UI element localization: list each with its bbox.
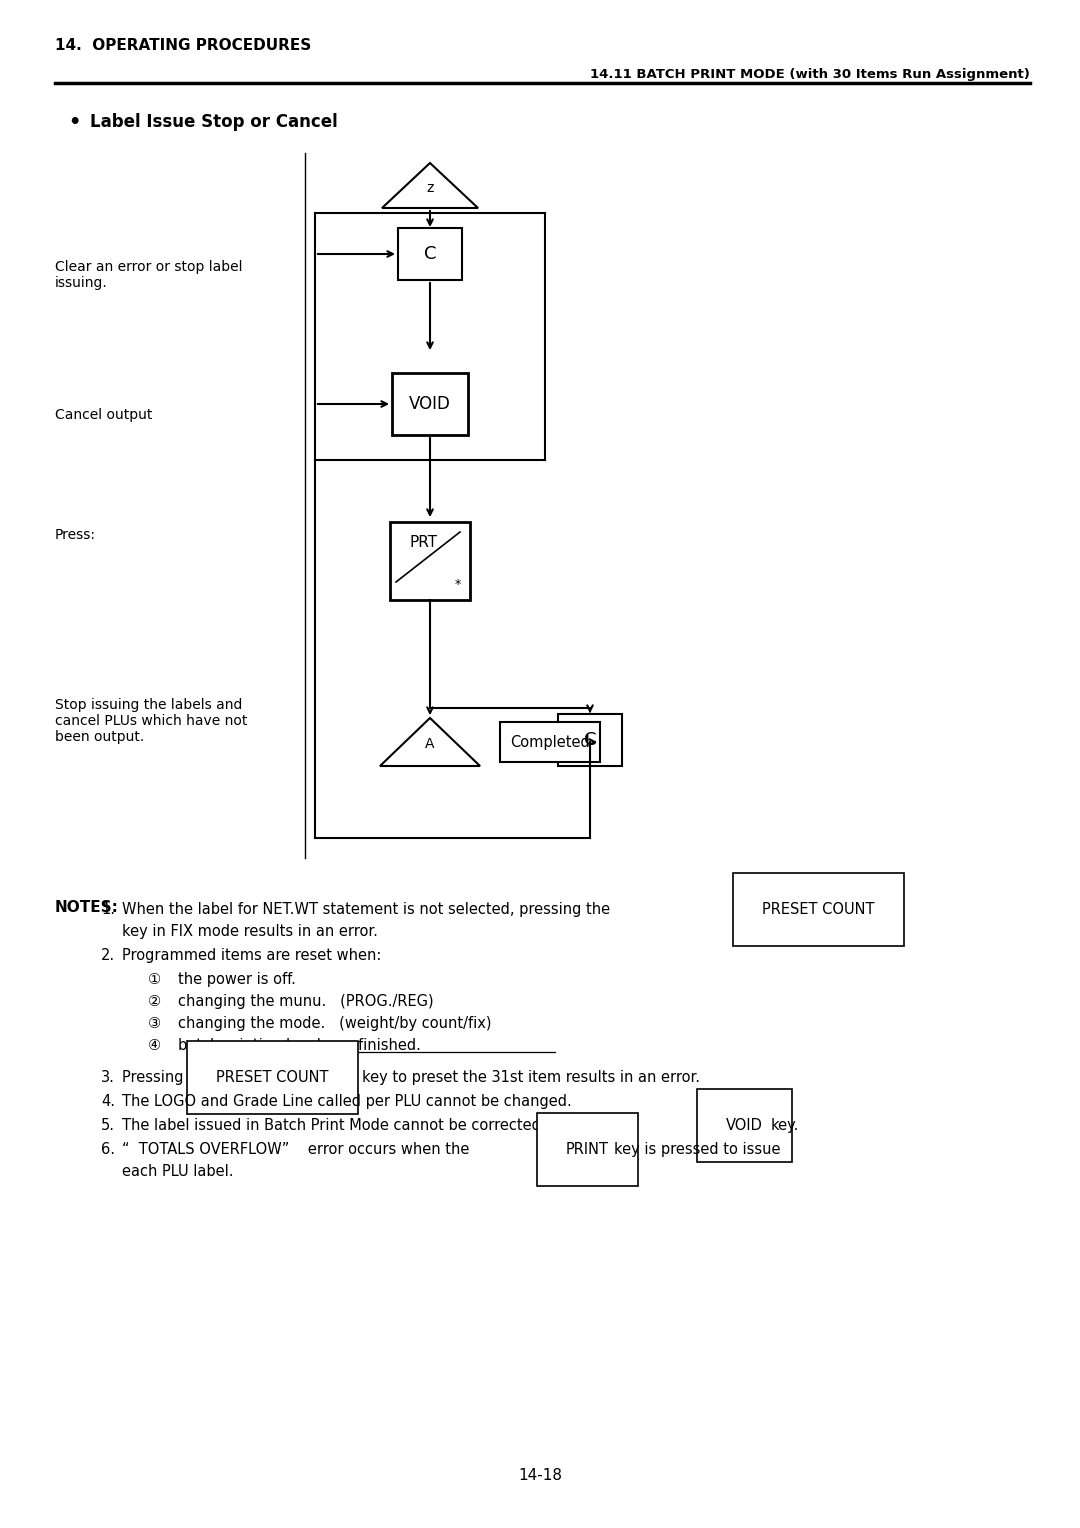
Text: A: A [426, 736, 435, 750]
Text: 2.: 2. [102, 947, 116, 963]
Text: 4.: 4. [102, 1094, 114, 1109]
Text: 14-18: 14-18 [518, 1468, 562, 1484]
Text: Pressing the: Pressing the [122, 1070, 213, 1085]
Text: key in FIX mode results in an error.: key in FIX mode results in an error. [122, 924, 378, 940]
Text: PRESET COUNT: PRESET COUNT [216, 1070, 328, 1085]
Text: When the label for NET.WT statement is not selected, pressing the: When the label for NET.WT statement is n… [122, 902, 610, 917]
Text: key to preset the 31st item results in an error.: key to preset the 31st item results in a… [362, 1070, 700, 1085]
Text: VOID: VOID [726, 1118, 762, 1132]
Text: ④: ④ [148, 1038, 161, 1053]
Text: key is pressed to issue: key is pressed to issue [615, 1141, 781, 1157]
Text: The LOGO and Grade Line called per PLU cannot be changed.: The LOGO and Grade Line called per PLU c… [122, 1094, 571, 1109]
Text: z: z [427, 180, 434, 194]
Text: VOID: VOID [409, 396, 451, 413]
Text: Programmed items are reset when:: Programmed items are reset when: [122, 947, 381, 963]
Text: NOTES:: NOTES: [55, 900, 119, 915]
Text: C: C [584, 730, 596, 749]
Text: Cancel output: Cancel output [55, 408, 152, 422]
FancyBboxPatch shape [500, 723, 600, 762]
Text: 14.11 BATCH PRINT MODE (with 30 Items Run Assignment): 14.11 BATCH PRINT MODE (with 30 Items Ru… [590, 69, 1030, 81]
Text: 14.  OPERATING PROCEDURES: 14. OPERATING PROCEDURES [55, 38, 311, 53]
FancyBboxPatch shape [392, 373, 468, 435]
Text: *: * [455, 578, 461, 590]
Text: PRINT: PRINT [566, 1141, 609, 1157]
Text: “  TOTALS OVERFLOW”    error occurs when the: “ TOTALS OVERFLOW” error occurs when the [122, 1141, 470, 1157]
Text: key.: key. [771, 1118, 799, 1132]
Text: ①: ① [148, 972, 161, 987]
Text: Press:: Press: [55, 529, 96, 542]
Text: the power is off.: the power is off. [178, 972, 296, 987]
Text: 3.: 3. [102, 1070, 114, 1085]
Text: ②: ② [148, 995, 161, 1008]
Text: Completed: Completed [510, 735, 590, 750]
Text: changing the munu.   (PROG./REG): changing the munu. (PROG./REG) [178, 995, 434, 1008]
Text: The label issued in Batch Print Mode cannot be corrected using the: The label issued in Batch Print Mode can… [122, 1118, 615, 1132]
Text: 5.: 5. [102, 1118, 114, 1132]
Text: 6.: 6. [102, 1141, 114, 1157]
Text: batch printing has been finished.: batch printing has been finished. [178, 1038, 421, 1053]
Text: PRESET COUNT: PRESET COUNT [762, 902, 875, 917]
Text: changing the mode.   (weight/by count/fix): changing the mode. (weight/by count/fix) [178, 1016, 491, 1031]
Text: PRT: PRT [410, 535, 438, 550]
Text: ③: ③ [148, 1016, 161, 1031]
Text: C: C [423, 244, 436, 263]
Text: Stop issuing the labels and
cancel PLUs which have not
been output.: Stop issuing the labels and cancel PLUs … [55, 698, 247, 744]
Text: Clear an error or stop label
issuing.: Clear an error or stop label issuing. [55, 260, 243, 290]
Text: each PLU label.: each PLU label. [122, 1164, 233, 1180]
FancyBboxPatch shape [558, 714, 622, 766]
Text: 1.: 1. [102, 902, 114, 917]
FancyBboxPatch shape [390, 523, 470, 601]
Text: Label Issue Stop or Cancel: Label Issue Stop or Cancel [90, 113, 338, 131]
FancyBboxPatch shape [399, 228, 462, 280]
Text: •: • [68, 113, 80, 131]
